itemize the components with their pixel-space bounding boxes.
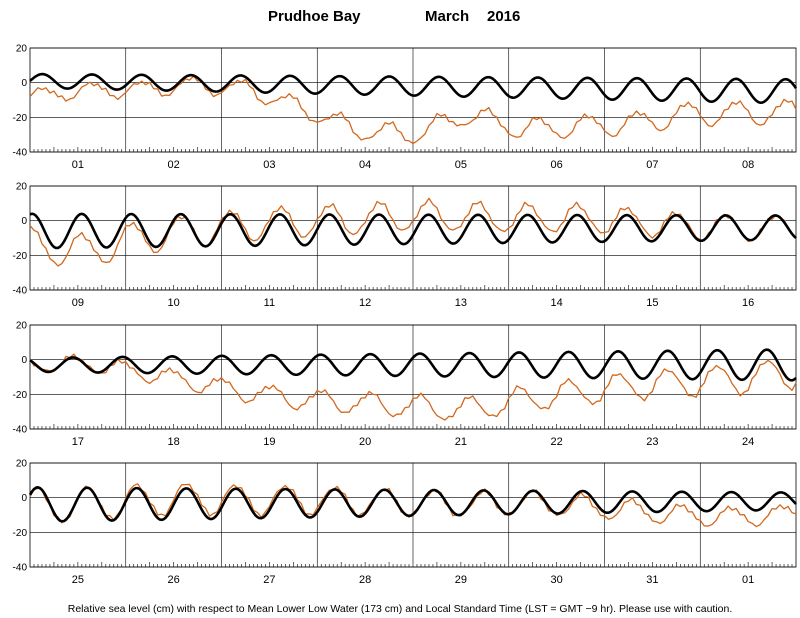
- day-label: 01: [742, 574, 754, 586]
- chart-panel: 20 0 -20 -40 17 18 19 20 21 22 23 24: [13, 321, 797, 448]
- day-label: 04: [359, 159, 371, 171]
- chart-panel: 20 0 -20 -40 09 10 11 12 13 14 15 16: [13, 182, 797, 309]
- day-label: 29: [455, 574, 467, 586]
- y-tick-label: -20: [13, 390, 28, 401]
- y-tick-label: -40: [13, 563, 28, 574]
- day-label: 06: [551, 159, 563, 171]
- y-tick-label: 20: [16, 321, 28, 332]
- day-label: 23: [646, 436, 658, 448]
- y-tick-label: -20: [13, 251, 28, 262]
- day-label: 11: [264, 297, 275, 309]
- predicted-line: [29, 72, 798, 104]
- day-label: 28: [359, 574, 371, 586]
- day-label: 14: [551, 297, 563, 309]
- day-label: 08: [742, 159, 754, 171]
- day-label: 15: [646, 297, 658, 309]
- day-label: 30: [551, 574, 563, 586]
- day-label: 19: [263, 436, 275, 448]
- chart-title-month: March: [425, 8, 469, 25]
- day-label: 13: [455, 297, 467, 309]
- y-tick-label: 20: [16, 182, 28, 193]
- day-label: 10: [168, 297, 180, 309]
- day-label: 21: [455, 436, 467, 448]
- day-label: 24: [742, 436, 754, 448]
- y-tick-label: -40: [13, 148, 28, 159]
- y-tick-label: -20: [13, 113, 28, 124]
- chart-panels: 20 0 -20 -40 01 02 03 04 05 06 07 08 20 0 -20 -40 09 10 11…: [13, 44, 798, 586]
- y-tick-label: -40: [13, 286, 28, 297]
- chart-panel: 20 0 -20 -40 01 02 03 04 05 06 07 08: [13, 44, 798, 171]
- day-label: 27: [263, 574, 275, 586]
- day-label: 25: [72, 574, 84, 586]
- observed-line: [29, 197, 797, 267]
- day-label: 17: [72, 436, 84, 448]
- chart-title-station: Prudhoe Bay: [268, 8, 361, 25]
- y-tick-label: 20: [16, 44, 28, 55]
- footnote: Relative sea level (cm) with respect to …: [68, 603, 733, 615]
- day-label: 07: [646, 159, 658, 171]
- chart-panel: 20 0 -20 -40 25 26 27 28 29 30 31 01: [13, 459, 797, 586]
- observed-line: [29, 75, 797, 145]
- y-tick-label: 0: [21, 216, 27, 227]
- predicted-line: [29, 212, 797, 250]
- observed-line: [29, 353, 797, 421]
- day-label: 09: [72, 297, 84, 309]
- predicted-line: [29, 348, 797, 382]
- day-label: 22: [551, 436, 563, 448]
- day-label: 03: [263, 159, 275, 171]
- y-tick-label: 20: [16, 459, 28, 470]
- day-label: 12: [359, 297, 371, 309]
- day-label: 18: [168, 436, 180, 448]
- predicted-line: [28, 486, 797, 523]
- chart-title-year: 2016: [487, 8, 520, 25]
- day-label: 20: [359, 436, 371, 448]
- observed-line: [29, 483, 797, 528]
- y-tick-label: 0: [21, 493, 27, 504]
- day-label: 26: [168, 574, 180, 586]
- day-label: 02: [168, 159, 180, 171]
- day-label: 05: [455, 159, 467, 171]
- y-tick-label: -20: [13, 528, 28, 539]
- day-label: 01: [72, 159, 84, 171]
- day-label: 16: [742, 297, 754, 309]
- y-tick-label: 0: [21, 355, 27, 366]
- y-tick-label: 0: [21, 78, 27, 89]
- day-label: 31: [646, 574, 658, 586]
- y-tick-label: -40: [13, 425, 28, 436]
